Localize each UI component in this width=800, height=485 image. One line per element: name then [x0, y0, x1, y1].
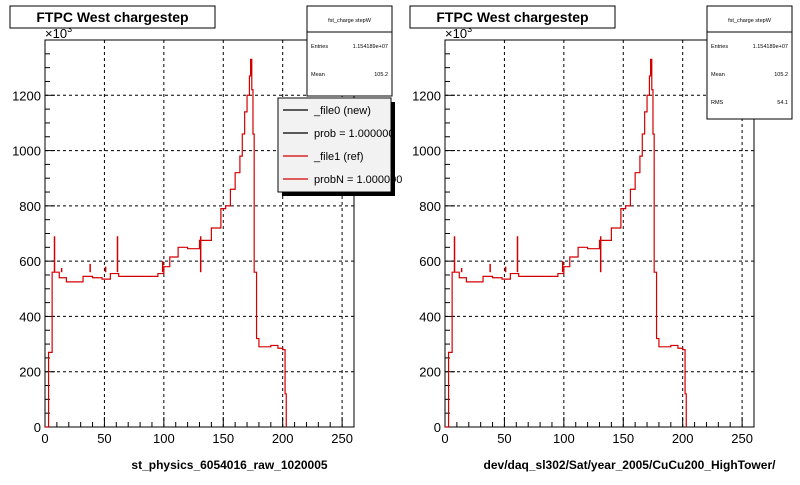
legend-fill [279, 99, 390, 191]
x-tick-label: 50 [497, 431, 511, 446]
y-tick-label: 800 [419, 199, 441, 214]
x-tick-label: 250 [731, 431, 753, 446]
x-tick-label: 100 [553, 431, 575, 446]
stats-label: Mean [711, 72, 725, 78]
legend-entry: _file0 (new) [313, 105, 371, 117]
y-tick-label: 800 [19, 199, 41, 214]
y-tick-label: 1000 [12, 144, 41, 159]
y-tick-label: 1200 [412, 88, 441, 103]
x-tick-label: 200 [672, 431, 694, 446]
x-tick-label: 150 [612, 431, 634, 446]
y-tick-label: 400 [19, 309, 41, 324]
stats-label: Entries [711, 44, 728, 50]
stats-label: Mean [311, 72, 325, 78]
stats-name: fst_charge stepW [328, 18, 372, 24]
plot-panel-2: 0 50 100 150 200 250 0 200 400 600 800 1000 1200 ×103… [409, 5, 793, 472]
stats-value: 54.1 [777, 100, 788, 106]
y-tick-label: 1200 [12, 88, 41, 103]
plot-panel-1: 0 50 100 150 200 250 0 200 400 600 800 1000 1200 ×103… [9, 5, 402, 472]
stats-value: 1.154189e+07 [753, 44, 788, 50]
x-tick-label: 0 [41, 431, 48, 446]
legend-entry: _file1 (ref) [313, 151, 364, 163]
y-tick-label: 600 [419, 254, 441, 269]
y-tick-label: 400 [419, 309, 441, 324]
y-tick-label: 200 [19, 365, 41, 380]
stats-label: Entries [311, 44, 328, 50]
legend-entry: prob = 1.000000 [314, 128, 394, 140]
x-tick-label: 50 [97, 431, 111, 446]
title-box [409, 5, 616, 29]
stats-name: fst_charge stepW [728, 18, 772, 24]
y-tick-label: 600 [19, 254, 41, 269]
x-tick-label: 0 [441, 431, 448, 446]
y-exponent-label: ×103 [45, 24, 72, 41]
x-axis-title: dev/daq_sl302/Sat/year_2005/CuCu200_High… [484, 458, 777, 472]
x-axis-title: st_physics_6054016_raw_1020005 [131, 458, 327, 472]
stats-box [306, 5, 393, 97]
stats-value: 105.2 [774, 72, 788, 78]
histogram-series [45, 58, 287, 428]
x-tick-label: 150 [212, 431, 234, 446]
y-tick-label: 200 [419, 365, 441, 380]
stats-value: 1.154189e+07 [353, 44, 388, 50]
title-box [9, 5, 216, 29]
chart-title: FTPC West chargestep [36, 9, 188, 25]
x-tick-label: 250 [331, 431, 353, 446]
y-tick-label: 1000 [412, 144, 441, 159]
stats-value: 105.2 [374, 72, 388, 78]
plot-frame [444, 39, 755, 428]
y-tick-label: 0 [434, 420, 441, 435]
x-tick-label: 200 [272, 431, 294, 446]
stats-box [706, 5, 793, 120]
histogram-series [445, 58, 687, 428]
stats-label: RMS [711, 100, 724, 106]
legend-entry: probN = 1.000000 [314, 174, 402, 186]
chart-title: FTPC West chargestep [436, 9, 588, 25]
y-exponent-label: ×103 [445, 24, 472, 41]
y-tick-label: 0 [34, 420, 41, 435]
x-tick-label: 100 [153, 431, 175, 446]
